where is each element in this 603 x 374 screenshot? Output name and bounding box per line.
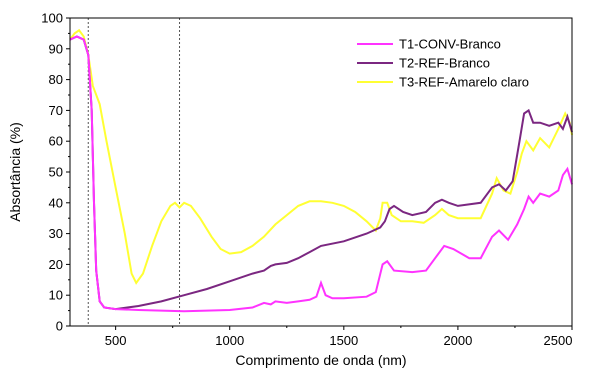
y-tick-label-30: 30 — [49, 226, 63, 241]
x-tick-label-2500: 2500 — [544, 333, 573, 348]
x-axis-title: Comprimento de onda (nm) — [235, 352, 406, 368]
legend-label-t2: T2-REF-Branco — [399, 56, 490, 71]
x-tick-label-1500: 1500 — [329, 333, 358, 348]
y-axis-title: Absortância (%) — [7, 122, 23, 222]
plot-frame — [69, 17, 573, 327]
reference-lines — [87, 18, 181, 326]
y-tick-label-60: 60 — [49, 134, 63, 149]
series-line-t3 — [69, 28, 573, 285]
legend: T1-CONV-Branco T2-REF-Branco T3-REF-Amar… — [357, 37, 529, 90]
y-tick-label-40: 40 — [49, 195, 63, 210]
y-tick-label-20: 20 — [49, 257, 63, 272]
y-tick-label-80: 80 — [49, 72, 63, 87]
y-tick-label-50: 50 — [49, 165, 63, 180]
y-tick-label-70: 70 — [49, 103, 63, 118]
legend-label-t3: T3-REF-Amarelo claro — [399, 75, 529, 90]
x-axis: 500 1000 1500 2000 2500 — [105, 326, 573, 348]
series-line-t1 — [69, 35, 573, 313]
y-axis: 0 10 20 30 40 50 60 70 80 90 100 — [41, 11, 70, 334]
legend-label-t1: T1-CONV-Branco — [399, 37, 501, 52]
y-tick-label-100: 100 — [41, 11, 63, 26]
x-tick-label-500: 500 — [105, 333, 127, 348]
y-tick-label-90: 90 — [49, 41, 63, 56]
x-tick-label-1000: 1000 — [215, 333, 244, 348]
y-tick-label-10: 10 — [49, 288, 63, 303]
series-group — [69, 28, 573, 313]
x-tick-label-2000: 2000 — [443, 333, 472, 348]
y-tick-label-0: 0 — [56, 319, 63, 334]
